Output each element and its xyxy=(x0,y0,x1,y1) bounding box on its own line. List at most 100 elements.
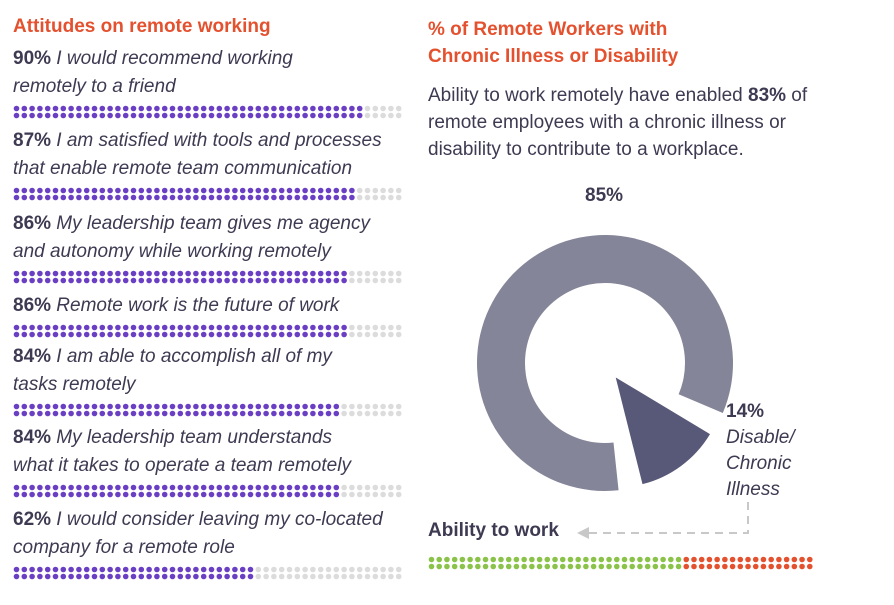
dot-filled xyxy=(341,105,347,112)
dot-filled xyxy=(216,573,223,580)
dot-empty xyxy=(364,491,371,498)
dot-filled xyxy=(115,484,121,491)
dot-filled xyxy=(161,491,168,498)
dot-filled xyxy=(169,112,176,119)
dot-empty xyxy=(341,484,347,491)
dot-filled xyxy=(263,277,269,284)
dot-filled xyxy=(255,491,262,498)
dot-filled xyxy=(122,573,129,580)
dot-red xyxy=(752,563,759,570)
dot-green xyxy=(498,556,504,563)
dot-empty xyxy=(255,566,262,573)
dot-filled xyxy=(216,410,223,417)
dot-filled xyxy=(60,566,67,573)
dot-empty xyxy=(341,410,347,417)
dot-filled xyxy=(271,194,277,201)
dot-filled xyxy=(177,403,184,410)
title-line-1: % of Remote Workers with xyxy=(428,19,668,40)
dot-filled xyxy=(208,187,215,194)
dot-red xyxy=(783,563,790,570)
dot-empty xyxy=(364,324,371,331)
dot-filled xyxy=(154,187,160,194)
dot-filled xyxy=(91,187,98,194)
dot-filled xyxy=(21,566,28,573)
dot-filled xyxy=(21,484,28,491)
dot-filled xyxy=(177,566,184,573)
dot-empty xyxy=(395,270,402,277)
attitude-percent: 87% xyxy=(13,130,52,151)
dot-empty xyxy=(325,566,332,573)
dot-empty xyxy=(356,573,363,580)
dot-empty xyxy=(341,566,347,573)
dot-filled xyxy=(341,277,347,284)
dot-filled xyxy=(317,410,324,417)
dot-filled xyxy=(29,491,35,498)
dot-filled xyxy=(60,270,67,277)
dot-filled xyxy=(29,331,35,338)
dot-green xyxy=(668,556,674,563)
dot-filled xyxy=(255,403,262,410)
dot-green xyxy=(436,563,443,570)
dot-filled xyxy=(68,410,74,417)
dot-filled xyxy=(13,331,20,338)
dot-filled xyxy=(21,324,28,331)
dot-filled xyxy=(169,573,176,580)
dot-filled xyxy=(138,277,145,284)
dot-filled xyxy=(138,491,145,498)
dot-filled xyxy=(44,491,51,498)
dot-filled xyxy=(278,270,285,277)
dot-empty xyxy=(388,484,394,491)
dot-filled xyxy=(177,324,184,331)
dot-filled xyxy=(294,331,301,338)
dot-filled xyxy=(310,324,316,331)
dot-filled xyxy=(115,270,121,277)
dot-filled xyxy=(224,573,230,580)
dot-empty xyxy=(349,270,355,277)
dot-filled xyxy=(356,105,363,112)
dot-green xyxy=(505,563,512,570)
dot-filled xyxy=(185,484,191,491)
dot-empty xyxy=(372,187,379,194)
dot-green xyxy=(498,563,504,570)
dot-empty xyxy=(380,187,386,194)
dot-red xyxy=(698,563,705,570)
dot-filled xyxy=(317,105,324,112)
dot-empty xyxy=(349,331,355,338)
dot-red xyxy=(683,563,690,570)
dot-filled xyxy=(68,112,74,119)
dot-green xyxy=(544,563,551,570)
dot-filled xyxy=(317,324,324,331)
dot-filled xyxy=(286,270,293,277)
dot-filled xyxy=(208,484,215,491)
dot-filled xyxy=(122,194,129,201)
dot-empty xyxy=(395,187,402,194)
dot-filled xyxy=(169,194,176,201)
dot-filled xyxy=(208,403,215,410)
dot-filled xyxy=(177,187,184,194)
dot-filled xyxy=(185,105,191,112)
dot-filled xyxy=(177,105,184,112)
dot-filled xyxy=(349,112,355,119)
dot-filled xyxy=(21,403,28,410)
dot-filled xyxy=(161,194,168,201)
dot-filled xyxy=(37,331,43,338)
dot-filled xyxy=(161,277,168,284)
dot-filled xyxy=(216,484,223,491)
dot-filled xyxy=(294,105,301,112)
donut-exploded-slice xyxy=(615,377,711,485)
dot-filled xyxy=(146,112,152,119)
dot-green xyxy=(652,563,659,570)
dot-empty xyxy=(278,573,285,580)
dot-filled xyxy=(107,403,113,410)
dot-green xyxy=(621,563,628,570)
dot-filled xyxy=(68,105,74,112)
dot-filled xyxy=(271,277,277,284)
dot-green xyxy=(590,556,597,563)
dot-filled xyxy=(255,410,262,417)
dot-filled xyxy=(177,270,184,277)
dot-empty xyxy=(356,270,363,277)
dot-filled xyxy=(68,573,74,580)
dot-filled xyxy=(99,491,106,498)
dot-filled xyxy=(44,105,51,112)
dot-empty xyxy=(286,566,293,573)
